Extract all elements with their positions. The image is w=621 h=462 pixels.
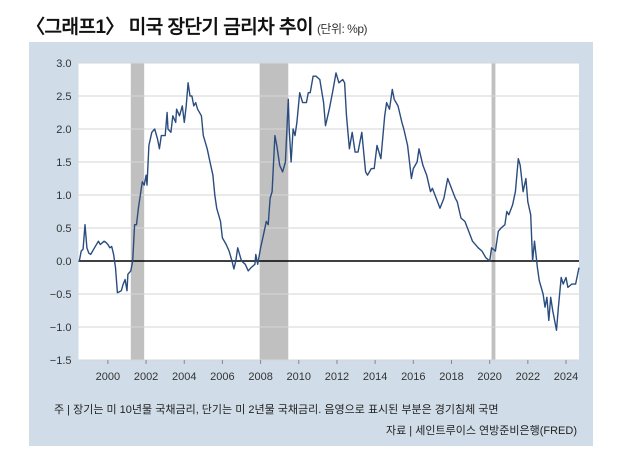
chart-title: 〈그래프1〉 미국 장단기 금리차 추이 (단위: %p)	[26, 12, 368, 39]
x-tick-label: 2014	[363, 371, 387, 383]
y-tick-label: 2.0	[56, 124, 71, 136]
chart-title-text: 〈그래프1〉 미국 장단기 금리차 추이	[26, 17, 313, 38]
unit-label: (단위: %p)	[316, 22, 368, 36]
y-tick-label: 2.5	[56, 91, 71, 103]
x-tick-label: 2024	[554, 371, 578, 383]
y-tick-label: 0.0	[56, 256, 71, 268]
x-tick-label: 2000	[96, 371, 120, 383]
chart-source: 자료 | 세인트루이스 연방준비은행(FRED)	[386, 425, 577, 437]
recession-band	[259, 63, 289, 360]
series-line-spread	[78, 72, 580, 331]
y-tick-label: −1.5	[50, 355, 72, 367]
x-tick-label: 2002	[134, 371, 158, 383]
y-tick-label: −0.5	[50, 289, 72, 301]
plot-area	[78, 63, 579, 360]
x-tick-label: 2006	[210, 371, 234, 383]
y-tick-label: 1.0	[56, 190, 71, 202]
y-tick-label: 3.0	[56, 58, 71, 70]
x-tick-label: 2018	[439, 371, 463, 383]
y-tick-label: −1.0	[50, 322, 72, 334]
x-tick-label: 2010	[287, 371, 311, 383]
recession-band	[491, 63, 496, 360]
chart-note: 주 | 장기는 미 10년물 국채금리, 단기는 미 2년물 국채금리. 음영으…	[54, 404, 499, 416]
x-tick-label: 2008	[248, 371, 272, 383]
x-tick-label: 2020	[477, 371, 501, 383]
x-tick-label: 2012	[325, 371, 349, 383]
x-tick-label: 2016	[401, 371, 425, 383]
y-tick-label: 0.5	[56, 223, 71, 235]
y-tick-label: 1.5	[56, 157, 71, 169]
x-tick-label: 2004	[172, 371, 196, 383]
x-tick-label: 2022	[516, 371, 540, 383]
